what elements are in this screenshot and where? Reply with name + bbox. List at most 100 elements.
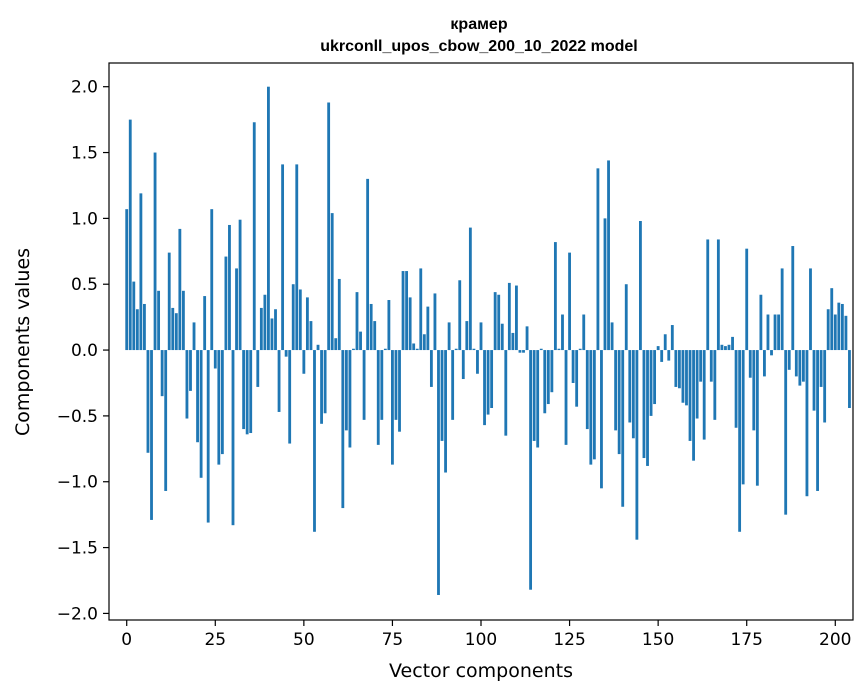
bar-102: [486, 350, 490, 415]
bar-27: [220, 350, 224, 455]
bar-0: [125, 209, 129, 351]
bar-131: [589, 350, 593, 465]
bar-14: [174, 313, 178, 351]
bar-137: [610, 322, 614, 351]
bar-35: [249, 350, 253, 434]
bar-7: [150, 350, 153, 520]
bar-138: [614, 350, 618, 431]
bar-106: [500, 323, 504, 351]
bar-18: [189, 350, 192, 391]
x-tick-label: 100: [465, 630, 497, 650]
bar-46: [288, 350, 292, 444]
bar-117: [539, 348, 543, 351]
bar-114: [529, 350, 533, 590]
bar-130: [585, 350, 589, 430]
bar-79: [405, 271, 409, 351]
bar-190: [798, 350, 802, 386]
bar-41: [270, 318, 274, 351]
bar-20: [196, 350, 199, 443]
bar-54: [316, 344, 320, 351]
bar-3: [135, 309, 139, 351]
bar-100: [479, 322, 483, 351]
bar-146: [642, 350, 646, 459]
bar-39: [263, 294, 267, 351]
y-tick-label: 2.0: [71, 78, 98, 98]
bar-32: [238, 219, 242, 351]
bar-132: [592, 350, 596, 460]
bar-86: [429, 350, 433, 387]
bar-181: [766, 314, 770, 351]
y-tick-label: −1.5: [57, 539, 98, 559]
bar-99: [476, 350, 479, 374]
bar-63: [348, 350, 352, 448]
bar-179: [759, 294, 763, 351]
bar-142: [628, 350, 632, 423]
y-tick-label: 0.5: [71, 275, 98, 295]
y-tick-label: 1.5: [71, 144, 98, 164]
bar-125: [568, 252, 571, 351]
bar-195: [816, 350, 819, 491]
x-tick-label: 125: [553, 630, 585, 650]
bar-204: [848, 350, 851, 408]
bar-16: [181, 290, 185, 351]
bar-80: [408, 297, 412, 351]
bar-156: [677, 350, 681, 389]
bar-133: [596, 168, 600, 351]
bar-167: [716, 239, 720, 351]
bar-107: [504, 350, 508, 436]
bar-127: [575, 350, 579, 407]
bar-201: [837, 302, 841, 351]
bar-87: [433, 293, 437, 351]
bar-17: [185, 350, 189, 419]
bar-154: [670, 325, 674, 351]
bar-174: [741, 350, 745, 485]
y-tick-label: −1.0: [57, 473, 98, 493]
bar-11: [164, 350, 168, 491]
bar-180: [763, 350, 766, 377]
y-tick-label: 0.0: [71, 341, 98, 361]
bar-149: [653, 350, 657, 405]
bar-134: [600, 350, 603, 489]
bar-1: [128, 119, 132, 351]
x-axis-label: Vector components: [389, 660, 573, 682]
bar-110: [515, 285, 518, 351]
bar-59: [334, 338, 338, 351]
bar-40: [267, 86, 270, 351]
bar-72: [380, 350, 384, 420]
bar-193: [809, 268, 812, 351]
bar-150: [656, 346, 660, 351]
x-tick-label: 50: [293, 630, 315, 650]
bar-162: [699, 350, 703, 382]
bar-118: [543, 350, 547, 414]
bar-51: [305, 297, 309, 351]
bar-4: [139, 193, 143, 351]
bar-92: [451, 350, 455, 420]
bar-12: [167, 252, 171, 351]
chart-title: крамер: [450, 16, 507, 33]
bar-112: [522, 350, 525, 353]
bar-66: [359, 331, 362, 351]
bar-187: [787, 350, 791, 370]
bar-126: [571, 350, 575, 383]
bar-9: [157, 290, 161, 351]
bar-74: [387, 300, 391, 351]
bar-139: [617, 350, 621, 455]
bar-15: [178, 228, 182, 351]
bar-161: [695, 350, 699, 419]
bar-103: [490, 350, 494, 408]
bar-165: [709, 350, 713, 382]
bar-70: [373, 321, 377, 351]
bar-30: [231, 350, 235, 526]
bar-178: [755, 350, 759, 486]
bar-90: [444, 350, 447, 473]
bar-57: [327, 102, 331, 351]
bar-33: [242, 350, 246, 430]
bar-203: [844, 315, 848, 351]
bar-151: [660, 350, 664, 362]
bar-2: [132, 281, 136, 351]
bar-169: [724, 346, 727, 351]
bar-194: [812, 350, 816, 411]
bar-67: [362, 350, 366, 420]
bar-192: [805, 350, 809, 497]
bar-108: [507, 282, 511, 351]
